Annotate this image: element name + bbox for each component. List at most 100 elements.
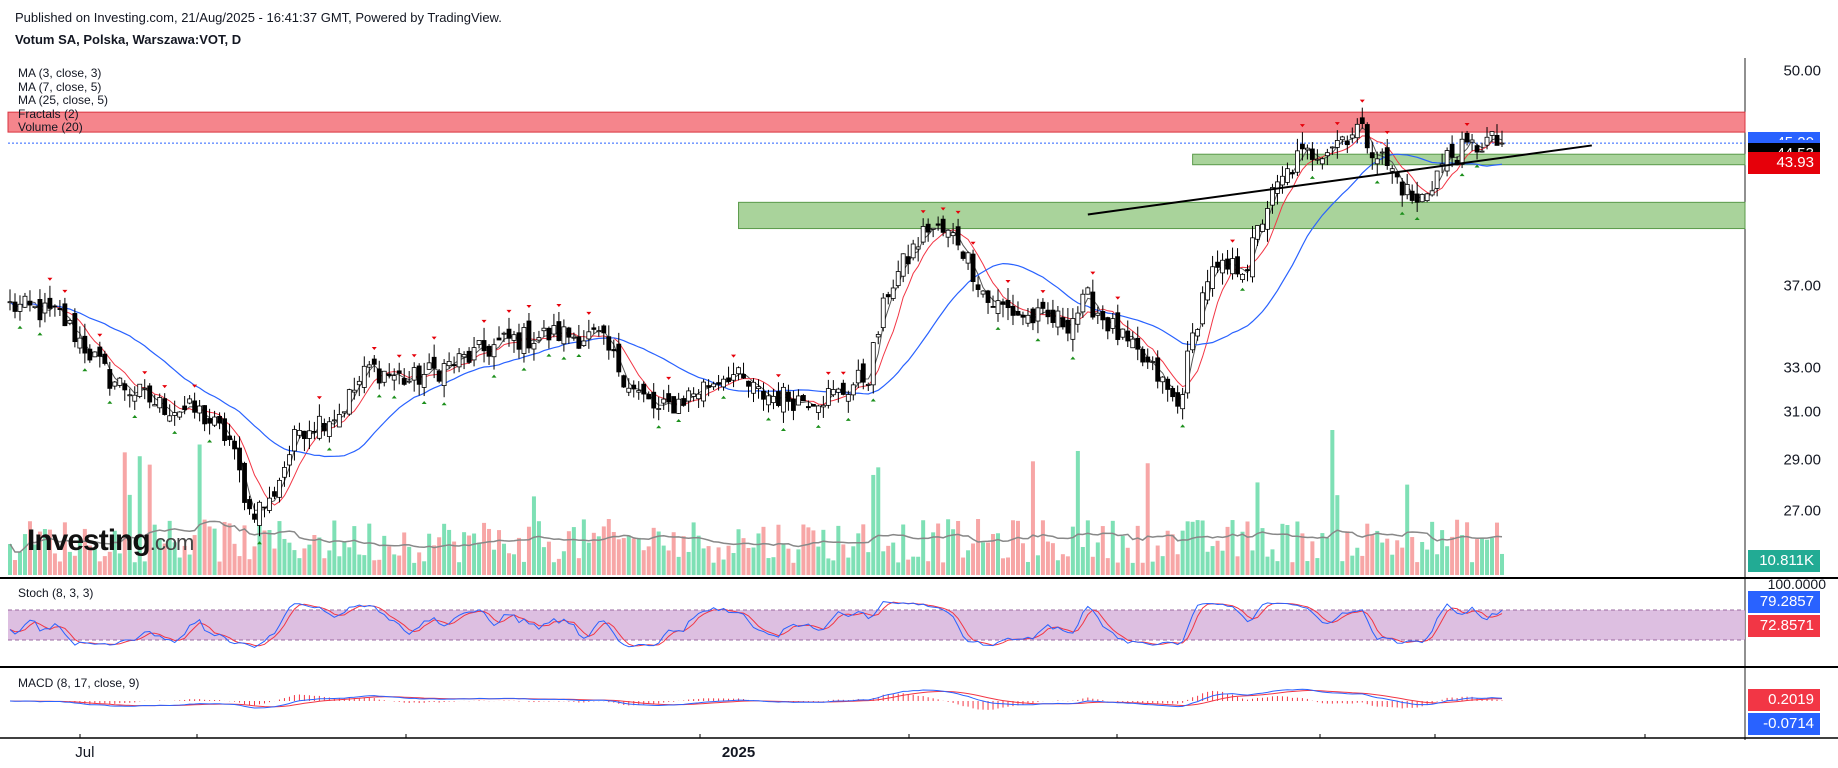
volume-bar — [377, 559, 382, 575]
fractal-up-marker — [526, 305, 532, 309]
candle-body — [112, 381, 118, 387]
candle-body — [97, 346, 103, 357]
volume-bar — [656, 531, 661, 575]
volume-ma-line — [9, 520, 1503, 553]
volume-bar — [157, 539, 162, 575]
candle-body — [1225, 258, 1230, 270]
candle-body — [1190, 332, 1196, 351]
candle-body — [696, 393, 702, 400]
volume-bar — [1210, 546, 1215, 575]
volume-bar — [1060, 554, 1065, 575]
candle-body — [626, 387, 632, 393]
candle-body — [62, 303, 68, 327]
candle-body — [546, 327, 552, 341]
volume-bar — [1335, 495, 1340, 575]
volume-bar — [591, 532, 596, 575]
volume-bar — [646, 546, 651, 575]
candle-body — [1100, 311, 1106, 321]
candle-body — [1464, 132, 1470, 143]
volume-bar — [1485, 539, 1490, 575]
macd-pane-label[interactable]: MACD (8, 17, close, 9) — [18, 676, 140, 690]
candle-body — [1125, 330, 1131, 342]
candle-body — [935, 223, 941, 226]
indicator-volume-label[interactable]: Volume (20) — [18, 120, 83, 134]
volume-bar — [701, 548, 706, 575]
volume-bar — [1070, 526, 1075, 575]
fractal-down-marker — [676, 418, 682, 422]
volume-bar — [836, 525, 841, 575]
volume-bar — [152, 524, 157, 575]
candle-body — [22, 295, 28, 308]
candle-body — [1290, 172, 1295, 175]
candle-body — [316, 415, 322, 439]
macd-signal-badge: -0.0714 — [1748, 713, 1820, 735]
indicator-fractals-label[interactable]: Fractals (2) — [18, 106, 79, 121]
volume-bar — [1175, 554, 1180, 575]
fractal-down-marker — [546, 353, 552, 357]
candle-body — [1015, 310, 1021, 316]
stoch-pane-label[interactable]: Stoch (8, 3, 3) — [18, 586, 94, 600]
candle-body — [501, 332, 507, 335]
volume-bar — [696, 535, 701, 575]
candle-body — [366, 364, 372, 368]
candle-body — [731, 374, 736, 381]
candle-body — [1050, 309, 1056, 323]
candle-body — [825, 388, 831, 406]
candle-body — [491, 344, 497, 358]
indicator-ma7-label[interactable]: MA (7, close, 5) — [18, 79, 102, 94]
candle-body — [616, 343, 622, 373]
volume-bar — [1325, 537, 1330, 575]
candle-body — [1140, 348, 1146, 363]
candle-body — [252, 513, 257, 520]
volume-bar — [1040, 520, 1045, 575]
candle-body — [865, 384, 871, 386]
volume-bar — [1425, 549, 1430, 575]
candle-body — [1404, 184, 1410, 196]
volume-bar — [1185, 521, 1190, 575]
fractal-down-marker — [172, 430, 178, 434]
candle-body — [227, 435, 232, 441]
candle-body — [272, 491, 277, 497]
volume-bar — [57, 561, 62, 575]
fractal-up-marker — [920, 210, 926, 214]
volume-bar — [986, 542, 991, 575]
volume-bar — [362, 555, 367, 575]
candle-body — [1010, 305, 1016, 316]
volume-bar — [312, 535, 317, 575]
candle-body — [930, 227, 936, 230]
candle-body — [915, 246, 921, 250]
candle-body — [940, 218, 946, 233]
volume-bar — [332, 520, 337, 575]
volume-bar — [62, 522, 67, 575]
candle-body — [691, 393, 697, 397]
candle-body — [556, 321, 562, 341]
volume-bar — [1445, 546, 1450, 575]
volume-bar — [626, 535, 631, 575]
candle-body — [1150, 361, 1156, 363]
fractal-down-marker — [1180, 424, 1186, 428]
candle-body — [306, 430, 312, 439]
volume-bar — [1275, 561, 1280, 575]
candle-body — [1469, 139, 1475, 143]
volume-bar — [367, 523, 372, 575]
volume-bar — [801, 524, 806, 575]
volume-bar — [1055, 560, 1060, 575]
candle-body — [810, 403, 816, 407]
volume-bar — [661, 545, 666, 575]
indicator-ma25-label[interactable]: MA (25, close, 5) — [18, 93, 109, 107]
resistance-zone — [7, 111, 1746, 133]
candle-body — [1230, 258, 1235, 275]
candle-body — [1070, 318, 1076, 340]
volume-bar — [1050, 543, 1055, 575]
indicator-ma3-label[interactable]: MA (3, close, 3) — [18, 66, 102, 80]
volume-bar — [766, 558, 771, 575]
volume-bar — [616, 539, 621, 575]
logo-main: Investing — [27, 524, 151, 557]
candle-body — [1304, 147, 1310, 151]
volume-bar — [412, 562, 417, 575]
volume-bar — [741, 538, 746, 575]
candle-body — [496, 337, 502, 341]
volume-bar — [1470, 562, 1475, 575]
volume-bar — [906, 559, 911, 575]
